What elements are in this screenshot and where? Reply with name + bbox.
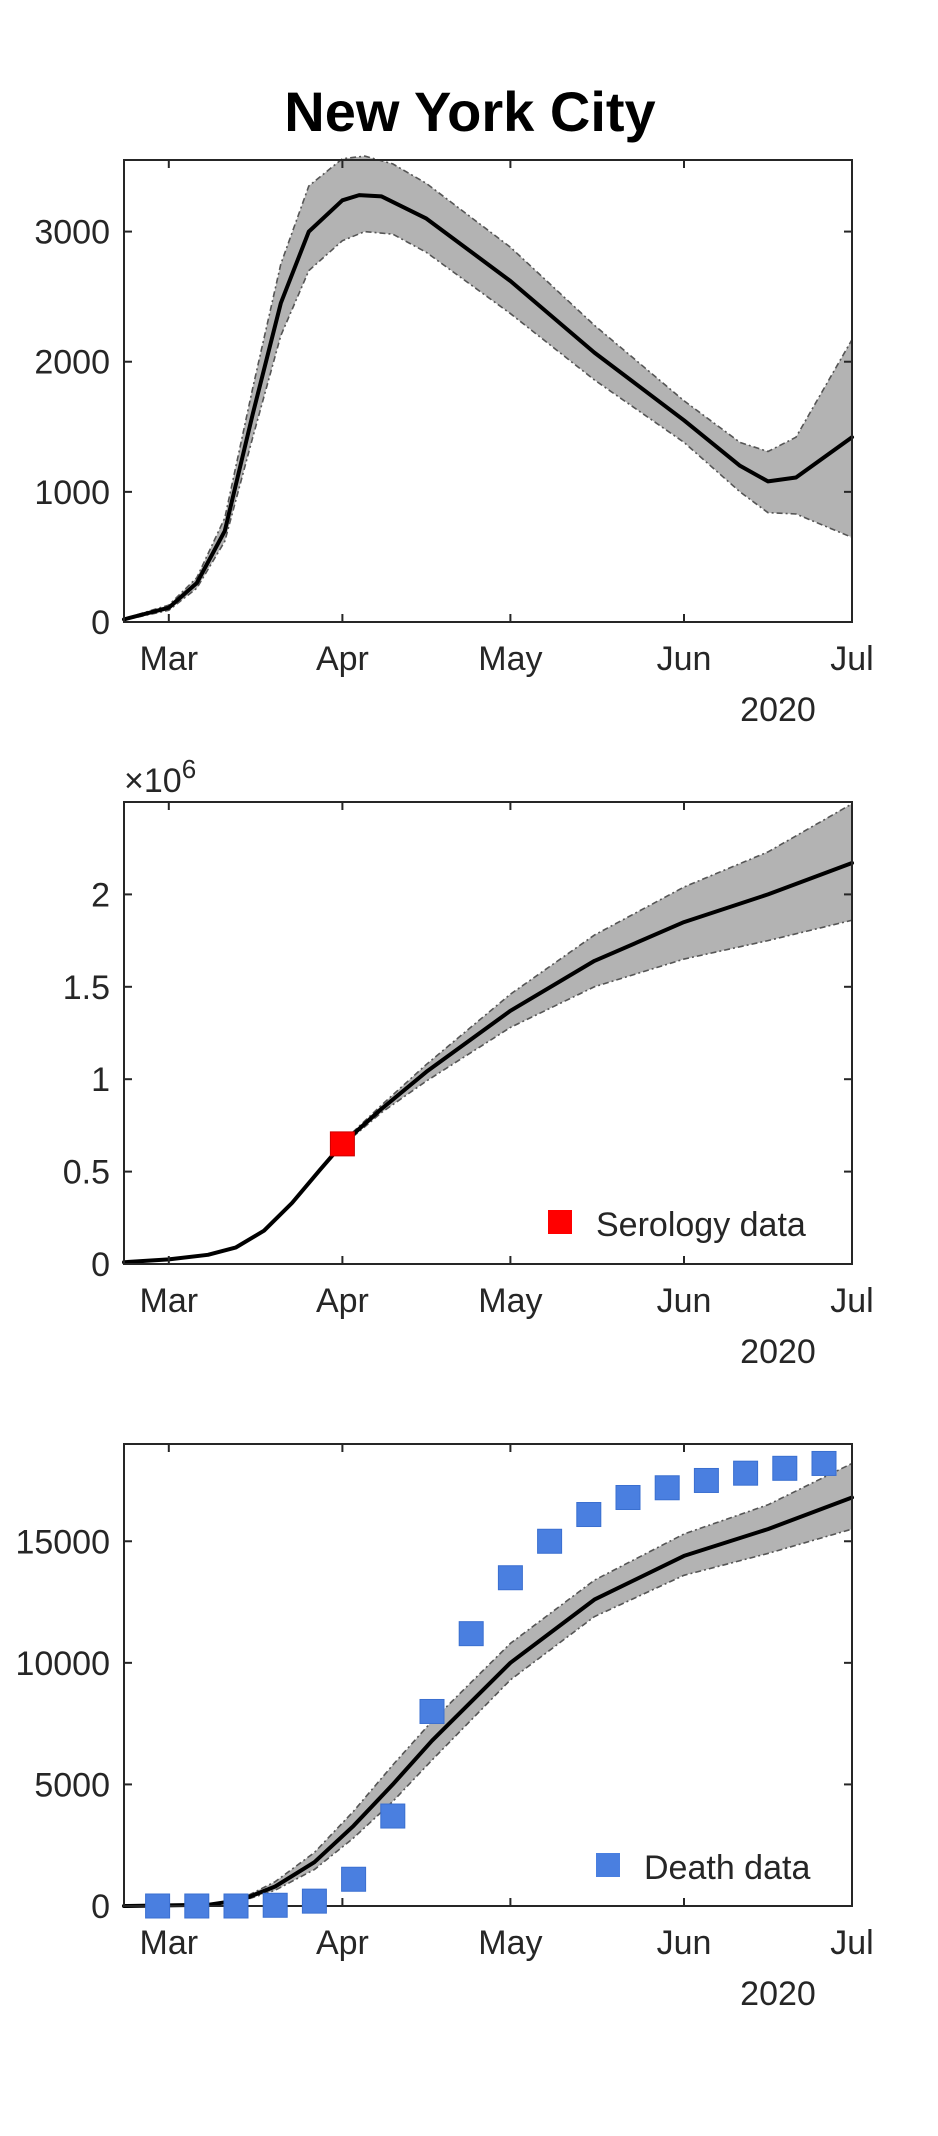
data-marker [262,1892,288,1918]
chart-panel-deaths: Mar Apr May Jun Jul 2020 0 5000 10000 15000 Death … [15,1443,874,2013]
chart-panel-cumulative-infections: Mar Apr May Jun Jul 2020 0 0.5 1 1.5 2 ×106 Serology… [63,754,874,1371]
y-tick-label: 0.5 [63,1154,110,1192]
data-marker [301,1888,327,1914]
data-marker [329,1131,355,1157]
band-lower-edge [341,919,853,1147]
x-tick-label: Jun [657,1924,712,1962]
x-tick-label: Jun [657,1282,712,1320]
legend-marker-icon [548,1210,572,1234]
data-marker [184,1893,210,1919]
axes-box [123,801,853,1265]
x-tick-label: Apr [316,1924,369,1962]
confidence-band [124,156,852,620]
data-marker [576,1502,602,1528]
data-marker [537,1528,563,1554]
band-upper-edge [123,1462,853,1907]
x-tick-label: Apr [316,1282,369,1320]
x-axis-year-label: 2020 [740,1975,816,2013]
y-tick-label: 5000 [34,1766,110,1804]
data-marker [458,1621,484,1647]
y-axis-multiplier: ×106 [124,754,196,800]
x-axis-year-label: 2020 [740,691,816,729]
y-axis-multiplier-exponent: 6 [182,754,196,784]
data-marker [223,1893,249,1919]
x-tick-label: May [478,1924,542,1962]
axes-box [123,1443,853,1907]
confidence-band [342,803,852,1146]
data-marker [341,1866,367,1892]
y-tick-label: 1.5 [63,969,110,1007]
data-marker [145,1893,171,1919]
y-tick-label: 1 [91,1061,110,1099]
chart-panel-incidence: Mar Apr May Jun Jul 2020 0 1000 2000 3000 [34,155,874,729]
data-marker [380,1803,406,1829]
y-axis-multiplier-base: ×10 [124,762,182,800]
x-tick-label: Jun [657,640,712,678]
y-tick-label: 0 [91,1888,110,1926]
data-marker [615,1484,641,1510]
y-tick-label: 10000 [15,1645,110,1683]
data-marker [772,1455,798,1481]
data-marker [693,1467,719,1493]
x-tick-label: Mar [140,1924,199,1962]
x-tick-label: Jul [830,640,873,678]
y-tick-label: 0 [91,1246,110,1284]
x-tick-label: Jul [830,1924,873,1962]
data-marker [733,1460,759,1486]
y-tick-label: 2000 [34,344,110,382]
y-tick-label: 1000 [34,474,110,512]
data-marker [654,1475,680,1501]
x-tick-label: Jul [830,1282,873,1320]
x-axis-year-label: 2020 [740,1333,816,1371]
x-tick-label: May [478,640,542,678]
figure-title: New York City [284,80,655,143]
y-tick-label: 0 [91,604,110,642]
data-marker [811,1450,837,1476]
y-tick-label: 3000 [34,214,110,252]
y-tick-label: 2 [91,876,110,914]
band-lower-edge [123,230,853,621]
legend-label: Serology data [596,1206,806,1244]
y-tick-label: 15000 [15,1523,110,1561]
legend-label: Death data [644,1849,810,1887]
band-upper-edge [341,803,853,1143]
x-tick-label: Mar [140,640,199,678]
data-marker [419,1698,445,1724]
x-tick-label: Apr [316,640,369,678]
data-marker [497,1565,523,1591]
x-tick-label: May [478,1282,542,1320]
axes-box [123,159,853,623]
x-tick-label: Mar [140,1282,199,1320]
median-line [122,193,854,622]
legend-marker-icon [596,1853,620,1877]
